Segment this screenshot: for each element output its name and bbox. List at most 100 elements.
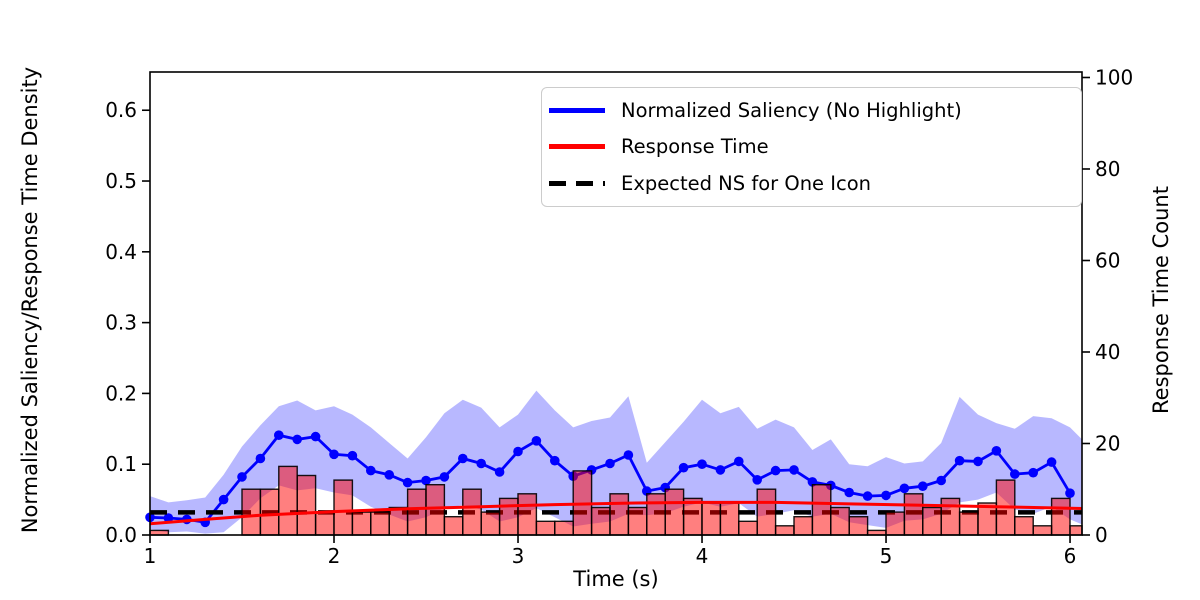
y-right-tick-label: 60 (1095, 248, 1120, 272)
saliency-marker (1010, 469, 1020, 479)
saliency-marker (218, 494, 229, 505)
histogram-bar (480, 511, 501, 536)
histogram-bar (1050, 497, 1071, 536)
saliency-marker (752, 475, 762, 485)
histogram-bar (646, 493, 666, 536)
legend-label: Response Time (621, 135, 769, 159)
histogram-bar (517, 493, 538, 536)
saliency-marker (678, 462, 689, 473)
saliency-marker (1065, 488, 1075, 499)
saliency-marker (918, 481, 928, 492)
y-right-tick-label: 80 (1095, 157, 1120, 181)
saliency-marker (531, 436, 542, 446)
black-dashed-line-sample-icon (549, 181, 605, 187)
legend-label: Normalized Saliency (No Highlight) (621, 98, 962, 122)
histogram-bar (370, 511, 390, 536)
histogram-bar (664, 488, 685, 536)
saliency-marker (292, 434, 303, 445)
histogram-bar (278, 465, 298, 536)
plot-spines (149, 71, 1083, 536)
histogram-bar (535, 520, 556, 536)
histogram-bar (609, 493, 630, 536)
histogram-bar (259, 488, 280, 536)
histogram-bar (462, 488, 482, 536)
saliency-marker (347, 450, 358, 461)
saliency-marker (237, 472, 247, 482)
x-tick-label: 6 (1064, 544, 1077, 568)
saliency-marker (770, 465, 781, 476)
y-right-tick-label: 40 (1095, 340, 1120, 364)
saliency-marker (1046, 457, 1057, 467)
x-tick-label: 5 (880, 544, 893, 568)
histogram-bar (1032, 525, 1053, 536)
histogram-bar (922, 506, 942, 536)
histogram-bar (590, 506, 611, 536)
histogram-bar (498, 497, 519, 536)
y-left-tick-label: 0.3 (105, 311, 137, 335)
saliency-marker (697, 459, 707, 470)
y-right-tick-label: 100 (1095, 65, 1133, 89)
response-time-line (149, 500, 1083, 526)
saliency-marker (715, 465, 726, 475)
histogram-bar (793, 516, 814, 536)
saliency-marker (402, 477, 413, 488)
saliency-marker (954, 455, 965, 466)
histogram-bar (774, 525, 795, 536)
y-axis-label-right: Response Time Count (1149, 186, 1173, 414)
legend-item-response-time: Response Time (549, 135, 1081, 159)
saliency-marker (991, 446, 1002, 456)
histogram-bar (314, 511, 335, 536)
saliency-marker (973, 456, 983, 467)
saliency-marker (255, 453, 266, 464)
histogram-bar (811, 484, 832, 536)
saliency-marker (329, 449, 339, 460)
histogram-bar (756, 488, 777, 536)
saliency-marker (936, 475, 946, 486)
histogram-bar (848, 516, 869, 536)
saliency-marker (789, 465, 799, 475)
y-right-tick-label: 0 (1095, 523, 1108, 547)
histogram-bar (719, 502, 740, 536)
histogram-bar (296, 474, 317, 536)
y-axis-label-left: Normalized Saliency/Response Time Densit… (18, 66, 42, 534)
saliency-marker (274, 430, 284, 441)
histogram-bar (388, 506, 409, 536)
histogram-bar (1014, 516, 1034, 536)
x-tick-label: 1 (144, 544, 157, 568)
red-line-sample-icon (549, 144, 605, 150)
histogram-bar (554, 520, 574, 536)
histogram-bar (885, 511, 906, 536)
saliency-marker (458, 453, 468, 464)
saliency-marker (550, 455, 560, 466)
histogram-bar (958, 511, 979, 536)
histogram-bar (903, 493, 924, 536)
legend: Normalized Saliency (No Highlight) Respo… (541, 87, 1082, 207)
saliency-marker (623, 450, 634, 460)
y-right-tick-label: 20 (1095, 431, 1120, 455)
saliency-marker (494, 467, 505, 477)
saliency-marker (899, 483, 910, 494)
saliency-marker (439, 472, 450, 482)
saliency-marker (513, 446, 523, 457)
x-tick-label: 3 (512, 544, 525, 568)
saliency-marker (384, 470, 395, 480)
x-axis-label: Time (s) (573, 567, 659, 591)
histogram-bar (425, 484, 446, 536)
legend-item-saliency: Normalized Saliency (No Highlight) (549, 98, 1081, 122)
legend-label: Expected NS for One Icon (621, 171, 872, 195)
x-tick-label: 2 (328, 544, 341, 568)
histogram-bar (701, 502, 722, 536)
x-tick-label: 4 (696, 544, 709, 568)
histogram-bar (940, 497, 961, 536)
y-left-tick-label: 0.1 (105, 452, 137, 476)
histogram-bar (406, 488, 427, 536)
saliency-marker (862, 491, 873, 501)
histogram-bar (1069, 525, 1083, 536)
y-left-tick-label: 0.2 (105, 381, 137, 405)
y-left-tick-label: 0.4 (105, 240, 137, 264)
saliency-marker (605, 458, 615, 469)
y-left-tick-label: 0.0 (105, 523, 137, 547)
legend-item-expected-ns: Expected NS for One Icon (549, 171, 1081, 195)
